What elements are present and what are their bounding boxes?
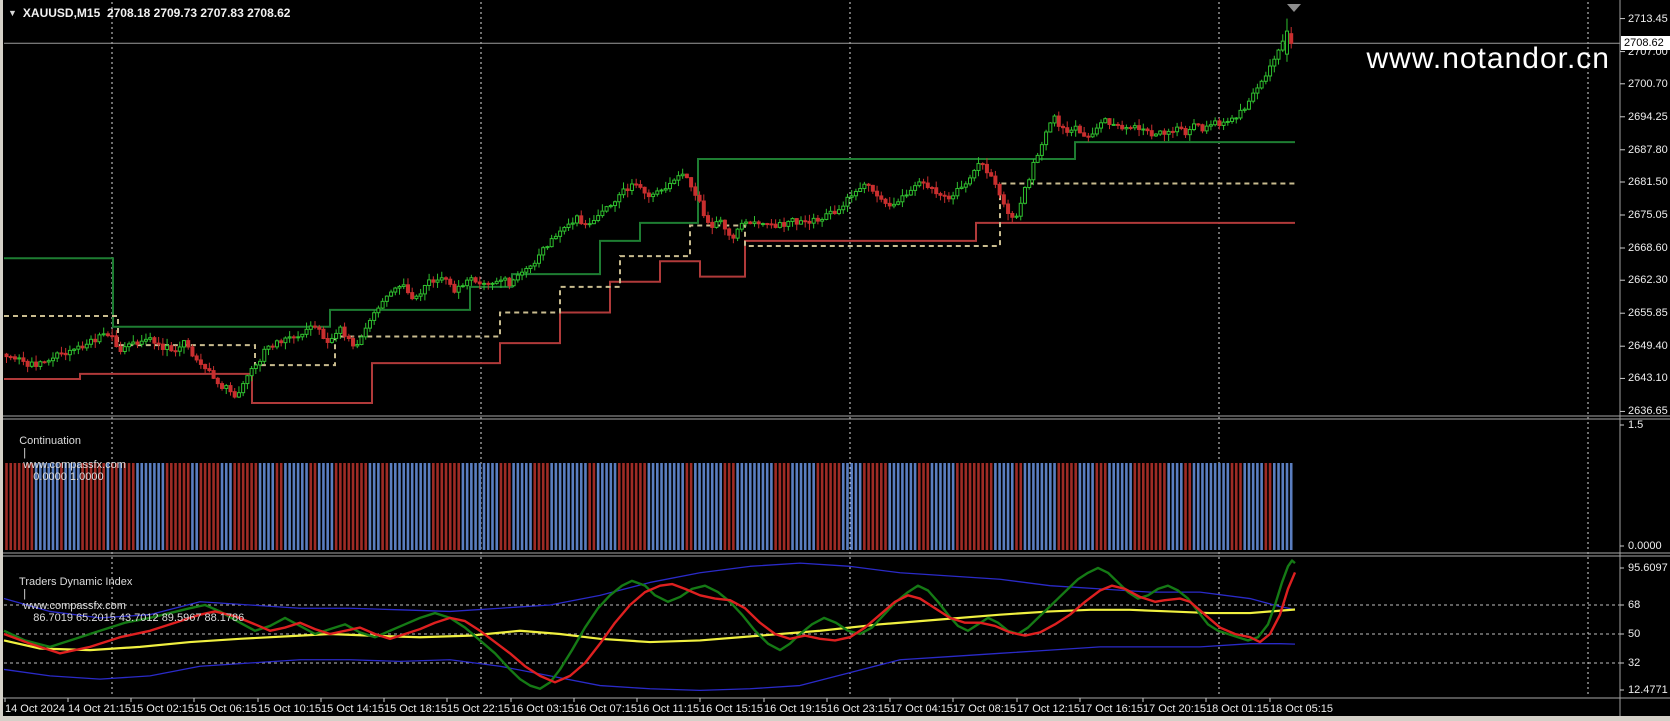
- time-axis-label: 17 Oct 08:15: [953, 703, 1016, 715]
- time-axis-label: 16 Oct 23:15: [827, 703, 890, 715]
- price-axis-label: 2636.65: [1628, 405, 1668, 418]
- watermark-text: www.notandor.cn: [1366, 42, 1610, 75]
- time-axis-label: 16 Oct 03:15: [511, 703, 574, 715]
- time-axis-label: 15 Oct 02:15: [131, 703, 194, 715]
- tdi-axis-label: 32: [1628, 657, 1641, 669]
- time-axis-label: 16 Oct 07:15: [574, 703, 637, 715]
- time-axis-label: 17 Oct 16:15: [1080, 703, 1143, 715]
- indicator-source: www.compassfx.com: [23, 459, 126, 471]
- time-axis-label: 17 Oct 12:15: [1017, 703, 1080, 715]
- time-axis-label: 16 Oct 15:15: [700, 703, 763, 715]
- continuation-panel-area[interactable]: [4, 419, 1620, 553]
- current-price-box: 2708.62: [1621, 36, 1670, 50]
- time-axis-label: 18 Oct 01:15: [1206, 703, 1269, 715]
- price-axis-label: 2675.05: [1628, 209, 1668, 221]
- price-axis-label: 2668.60: [1628, 241, 1668, 254]
- price-axis-label: 2655.85: [1628, 307, 1668, 320]
- tdi-axis-label: 50: [1628, 628, 1641, 640]
- window-bottom-edge: [0, 716, 1670, 721]
- price-axis-label: 2662.30: [1628, 274, 1668, 287]
- continuation-axis-label: 0.0000: [1628, 540, 1662, 552]
- continuation-indicator-label: Continuation | www.compassfx.com 0.0000 …: [19, 435, 126, 483]
- tdi-panel-area[interactable]: [4, 556, 1620, 696]
- tdi-axis-label: 68: [1628, 599, 1641, 611]
- price-axis-label: 2713.45: [1628, 12, 1668, 25]
- indicator-values: 86.7019 65.2015 43.7012 89.5967 88.1786: [33, 612, 245, 624]
- indicator-source: www.compassfx.com: [23, 600, 126, 612]
- time-axis-label: 17 Oct 20:15: [1143, 703, 1206, 715]
- time-axis-label: 15 Oct 18:15: [384, 703, 447, 715]
- time-axis-label: 16 Oct 19:15: [764, 703, 827, 715]
- time-axis-label: 15 Oct 22:15: [447, 703, 510, 715]
- window-left-edge: [0, 0, 3, 721]
- price-axis-label: 2700.70: [1628, 77, 1668, 90]
- indicator-name: Continuation: [19, 435, 82, 447]
- price-axis-label: 2681.50: [1628, 176, 1668, 188]
- price-axis-label: 2687.80: [1628, 143, 1668, 156]
- time-axis-label: 15 Oct 10:15: [258, 703, 321, 715]
- ohlc-readout: 2708.18 2709.73 2707.83 2708.62: [106, 6, 291, 20]
- continuation-axis-label: 1.5: [1628, 419, 1644, 431]
- time-axis-label: 15 Oct 06:15: [194, 703, 257, 715]
- tdi-indicator-label: Traders Dynamic Index | www.compassfx.co…: [19, 576, 245, 624]
- symbol-period-label: XAUUSD,M15: [22, 6, 101, 20]
- time-axis-label: 14 Oct 21:15: [68, 703, 131, 715]
- time-axis-label: 18 Oct 05:15: [1270, 703, 1333, 715]
- price-axis-label: 2643.10: [1628, 372, 1668, 385]
- price-axis-label: 2649.40: [1628, 340, 1668, 353]
- price-axis-label: 2694.25: [1628, 110, 1668, 123]
- indicator-name: Traders Dynamic Index: [19, 576, 133, 588]
- time-axis-label: 16 Oct 11:15: [637, 703, 700, 715]
- time-axis-label: 15 Oct 14:15: [321, 703, 384, 715]
- chart-title: ▼ XAUUSD,M15 2708.18 2709.73 2707.83 2708…: [8, 6, 290, 20]
- indicator-values: 0.0000 1.0000: [33, 471, 104, 483]
- tdi-axis-label: 12.4771: [1628, 684, 1668, 696]
- time-axis-label: 17 Oct 04:15: [890, 703, 953, 715]
- time-axis-label: 14 Oct 2024: [5, 703, 65, 715]
- tdi-axis-label: 95.6097: [1628, 562, 1668, 574]
- symbol-dropdown-icon[interactable]: ▼: [8, 8, 17, 18]
